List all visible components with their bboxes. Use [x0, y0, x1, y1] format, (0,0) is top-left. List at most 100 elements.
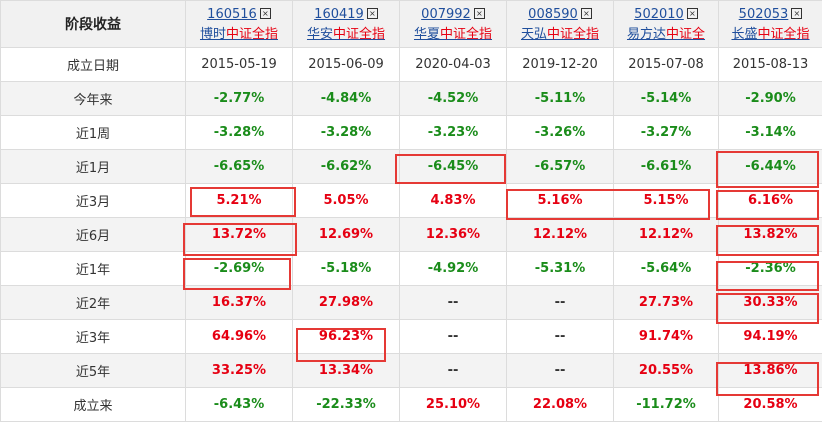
table-row: 近2年 16.37% 27.98% -- -- 27.73% 30.33% [0, 285, 822, 320]
remove-fund-icon[interactable]: × [580, 7, 592, 19]
table-row: 近1年 -2.69% -5.18% -4.92% -5.31% -5.64% -2.36% [0, 251, 822, 286]
return-cell: 5.16% [506, 183, 614, 218]
remove-fund-icon[interactable]: × [686, 7, 698, 19]
remove-fund-icon[interactable]: × [366, 7, 378, 19]
return-cell: 33.25% [185, 353, 293, 388]
table-row: 近1月 -6.65% -6.62% -6.45% -6.57% -6.61% -6.44% [0, 149, 822, 184]
fund-code-link[interactable]: 502010 [634, 6, 684, 22]
return-cell: -- [506, 319, 614, 354]
return-cell: 12.12% [613, 217, 719, 252]
fund-name-link[interactable]: 易方达中证全 [627, 26, 705, 43]
return-cell: -4.92% [399, 251, 507, 286]
return-cell: -5.64% [613, 251, 719, 286]
return-cell: -3.28% [292, 115, 400, 150]
return-cell: -6.62% [292, 149, 400, 184]
fund-code-link[interactable]: 502053 [738, 6, 789, 22]
row-label: 成立来 [0, 387, 186, 422]
fund-name-link[interactable]: 长盛中证全指 [731, 26, 809, 43]
return-cell: 27.98% [292, 285, 400, 320]
table-cell: 2020-04-03 [399, 47, 507, 82]
table-row: 今年来 -2.77% -4.84% -4.52% -5.11% -5.14% -2.90% [0, 81, 822, 116]
row-label: 近1年 [0, 251, 186, 286]
return-cell: 94.19% [718, 319, 822, 354]
return-cell: -5.11% [506, 81, 614, 116]
return-cell: 12.69% [292, 217, 400, 252]
return-cell: -22.33% [292, 387, 400, 422]
remove-fund-icon[interactable]: × [791, 7, 803, 19]
return-cell: 96.23% [292, 319, 400, 354]
fund-column-header: 008590 × 天弘中证全指 [506, 0, 614, 48]
remove-fund-icon[interactable]: × [473, 7, 485, 19]
table-cell: 2015-06-09 [292, 47, 400, 82]
return-cell: 25.10% [399, 387, 507, 422]
return-cell: -6.65% [185, 149, 293, 184]
row-label: 今年来 [0, 81, 186, 116]
return-cell: -3.28% [185, 115, 293, 150]
row-label: 近6月 [0, 217, 186, 252]
row-label: 近1月 [0, 149, 186, 184]
return-cell: -- [399, 353, 507, 388]
corner-label: 阶段收益 [0, 0, 186, 48]
fund-comparison-table: 阶段收益 160516 × 博时中证全指 160419 × 华安中证全指 007992 × 华夏… [0, 0, 822, 422]
table-row: 成立来 -6.43% -22.33% 25.10% 22.08% -11.72% 20.58… [0, 387, 822, 422]
return-cell: 30.33% [718, 285, 822, 320]
return-cell: -- [399, 285, 507, 320]
return-cell: -2.77% [185, 81, 293, 116]
table-row: 近3年 64.96% 96.23% -- -- 91.74% 94.19% [0, 319, 822, 354]
table-row: 近6月 13.72% 12.69% 12.36% 12.12% 12.12% 13.82% [0, 217, 822, 252]
return-cell: -3.14% [718, 115, 822, 150]
return-cell: -3.23% [399, 115, 507, 150]
fund-code-link[interactable]: 160419 [314, 6, 364, 22]
fund-name-highlight: 中证全指 [333, 26, 386, 42]
table-cell: 2015-07-08 [613, 47, 719, 82]
return-cell: -6.61% [613, 149, 719, 184]
remove-fund-icon[interactable]: × [259, 7, 271, 19]
fund-code-link[interactable]: 160516 [207, 6, 257, 22]
return-cell: 12.36% [399, 217, 507, 252]
return-cell: -6.57% [506, 149, 614, 184]
fund-name-highlight: 中证全指 [547, 26, 600, 42]
fund-name-prefix: 易方达 [626, 26, 666, 42]
fund-name-link[interactable]: 华安中证全指 [307, 26, 385, 43]
fund-name-link[interactable]: 天弘中证全指 [521, 26, 599, 43]
fund-name-link[interactable]: 华夏中证全指 [414, 26, 492, 43]
return-cell: 5.05% [292, 183, 400, 218]
table-row-inception-date: 成立日期 2015-05-19 2015-06-09 2020-04-03 2019-1… [0, 47, 822, 82]
fund-code-link[interactable]: 007992 [421, 6, 471, 22]
return-cell: 27.73% [613, 285, 719, 320]
fund-column-header: 007992 × 华夏中证全指 [399, 0, 507, 48]
row-label: 近2年 [0, 285, 186, 320]
return-cell: 64.96% [185, 319, 293, 354]
table-row: 近1周 -3.28% -3.28% -3.23% -3.26% -3.27% -3.14% [0, 115, 822, 150]
return-cell: 13.72% [185, 217, 293, 252]
return-cell: 4.83% [399, 183, 507, 218]
fund-name-prefix: 天弘 [520, 26, 547, 42]
table-cell: 2015-05-19 [185, 47, 293, 82]
fund-name-highlight: 中证全指 [226, 26, 279, 42]
row-label: 近3年 [0, 319, 186, 354]
return-cell: -6.43% [185, 387, 293, 422]
return-cell: 91.74% [613, 319, 719, 354]
return-cell: -11.72% [613, 387, 719, 422]
return-cell: 5.15% [613, 183, 719, 218]
return-cell: -2.90% [718, 81, 822, 116]
table-row: 近5年 33.25% 13.34% -- -- 20.55% 13.86% [0, 353, 822, 388]
row-label: 近3月 [0, 183, 186, 218]
fund-name-prefix: 长盛 [731, 26, 758, 42]
return-cell: 20.55% [613, 353, 719, 388]
return-cell: 5.21% [185, 183, 293, 218]
return-cell: -- [506, 353, 614, 388]
fund-name-highlight: 中证全指 [757, 26, 810, 42]
return-cell: -6.44% [718, 149, 822, 184]
return-cell: 13.82% [718, 217, 822, 252]
return-cell: 22.08% [506, 387, 614, 422]
fund-code-link[interactable]: 008590 [528, 6, 578, 22]
return-cell: -6.45% [399, 149, 507, 184]
fund-column-header: 160516 × 博时中证全指 [185, 0, 293, 48]
table-row: 近3月 5.21% 5.05% 4.83% 5.16% 5.15% 6.16% [0, 183, 822, 218]
fund-name-prefix: 博时 [199, 26, 226, 42]
fund-column-header: 502010 × 易方达中证全 [613, 0, 719, 48]
return-cell: 6.16% [718, 183, 822, 218]
fund-name-link[interactable]: 博时中证全指 [200, 26, 278, 43]
return-cell: 13.86% [718, 353, 822, 388]
